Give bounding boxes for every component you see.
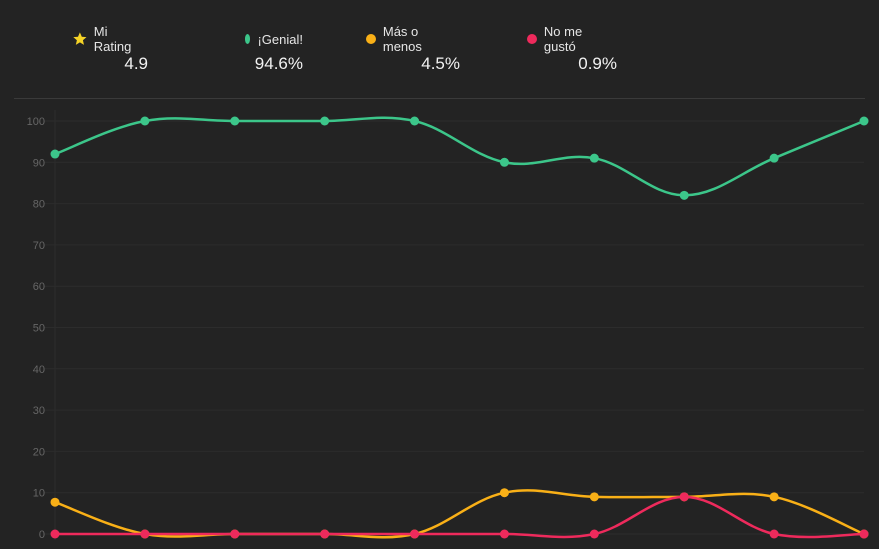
summary-bar: Mi Rating 4.9 ¡Genial! 94.6% Más o menos…	[0, 0, 879, 90]
data-point	[140, 529, 150, 539]
summary-value: 0.9%	[578, 54, 617, 73]
summary-label: ¡Genial!	[257, 31, 303, 47]
summary-disliked: No me gustó 0.9%	[527, 24, 617, 74]
star-icon	[73, 32, 87, 45]
data-point	[499, 488, 509, 498]
y-tick-label: 10	[33, 488, 45, 500]
summary-ok: Más o menos 4.5%	[366, 24, 460, 74]
y-tick-label: 70	[33, 240, 45, 252]
data-point	[769, 153, 779, 163]
data-point	[140, 116, 150, 126]
data-point	[230, 116, 240, 126]
data-point	[320, 116, 330, 126]
summary-value: 4.5%	[421, 54, 460, 73]
divider	[14, 98, 865, 99]
data-point	[589, 529, 599, 539]
data-point	[769, 492, 779, 502]
data-point	[859, 529, 869, 539]
y-tick-label: 50	[33, 323, 45, 335]
summary-label: Mi Rating	[93, 24, 132, 54]
summary-great: ¡Genial! 94.6%	[245, 30, 303, 74]
summary-label: No me gustó	[543, 24, 583, 54]
y-tick-label: 80	[33, 199, 45, 211]
data-point	[410, 529, 420, 539]
summary-rating: Mi Rating 4.9	[72, 24, 148, 74]
data-point	[679, 492, 689, 502]
y-tick-label: 90	[33, 157, 45, 169]
data-point	[410, 116, 420, 126]
data-point	[230, 529, 240, 539]
dot-icon	[366, 34, 376, 44]
data-point	[679, 190, 689, 200]
data-point	[589, 492, 599, 502]
y-tick-label: 100	[27, 116, 45, 128]
data-point	[769, 529, 779, 539]
y-tick-label: 20	[33, 446, 45, 458]
y-tick-label: 0	[39, 529, 45, 541]
dot-icon	[527, 34, 537, 44]
series-line	[53, 489, 866, 539]
data-point	[320, 529, 330, 539]
series-line	[53, 495, 866, 539]
data-point	[499, 157, 509, 167]
y-tick-label: 60	[33, 281, 45, 293]
series-line	[53, 116, 866, 197]
summary-value: 94.6%	[254, 54, 303, 73]
y-tick-label: 30	[33, 405, 45, 417]
data-point	[499, 529, 509, 539]
data-point	[589, 153, 599, 163]
dot-icon	[245, 34, 251, 44]
y-tick-label: 40	[33, 364, 45, 376]
data-point	[50, 529, 60, 539]
data-point	[50, 497, 60, 507]
summary-value: 4.9	[124, 54, 148, 73]
data-point	[50, 149, 60, 159]
data-point	[859, 116, 869, 126]
summary-label: Más o menos	[382, 24, 422, 54]
